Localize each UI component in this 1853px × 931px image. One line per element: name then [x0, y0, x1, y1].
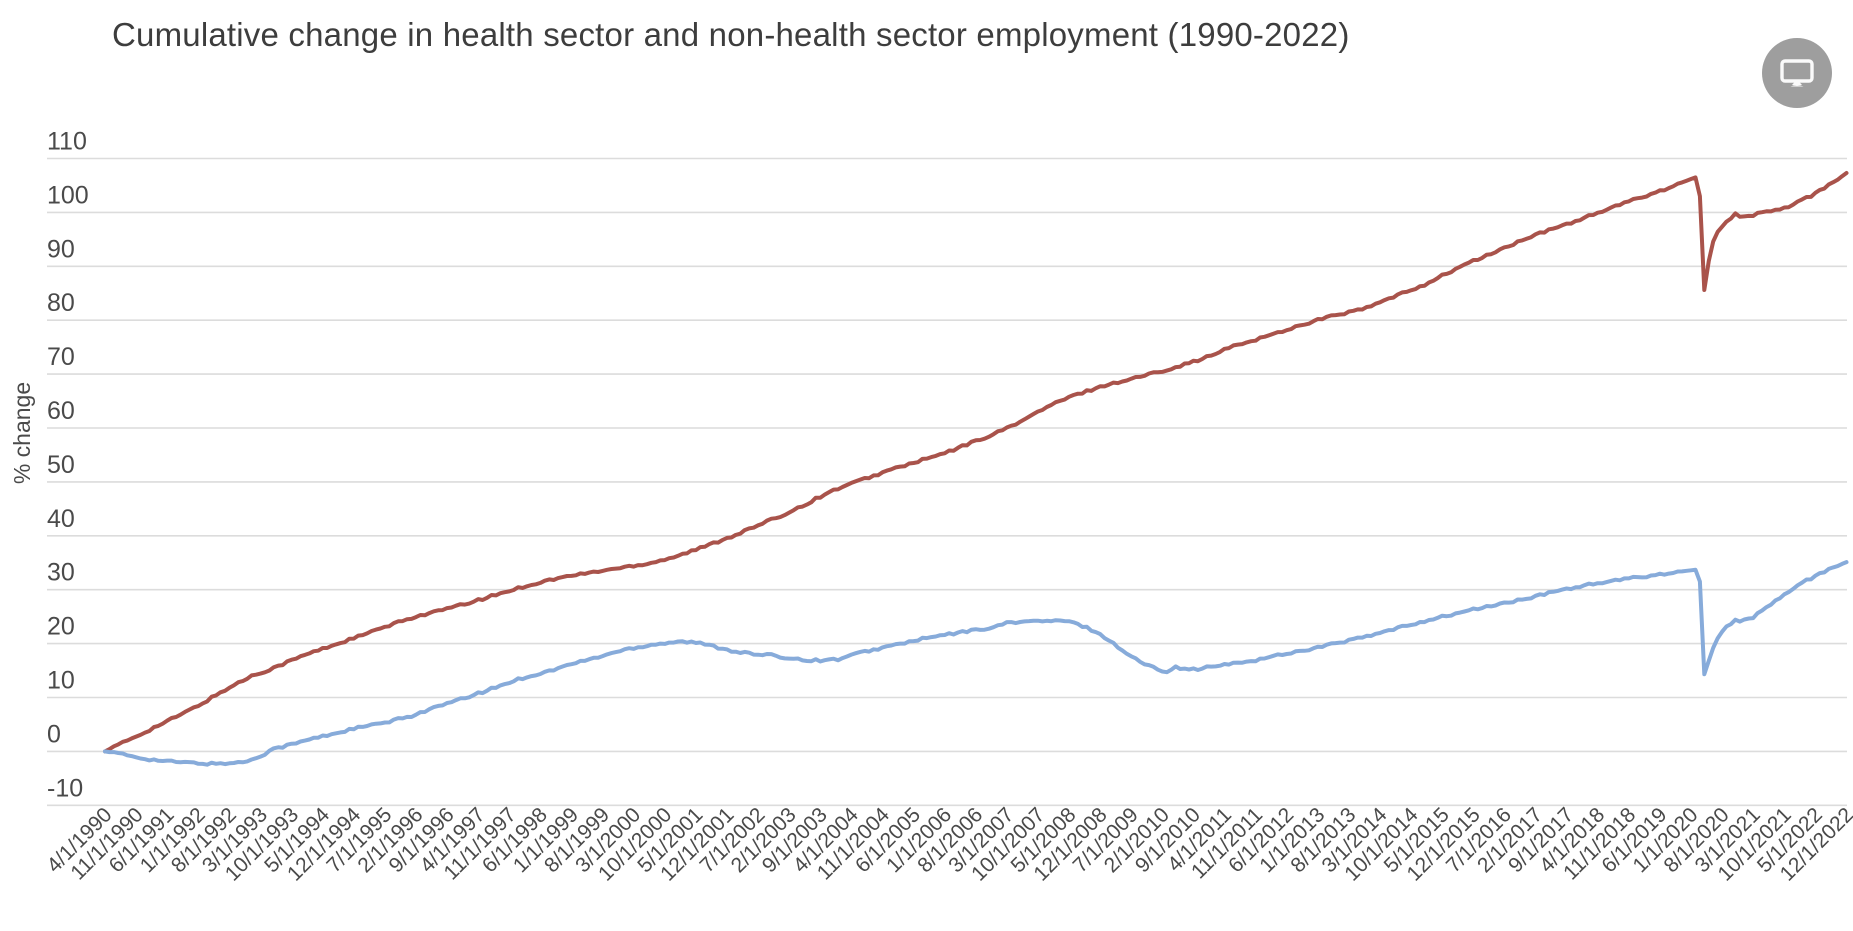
y-tick-label: 60 — [47, 397, 75, 425]
series-line-health-sector — [103, 171, 1849, 754]
y-tick-label: -10 — [47, 774, 83, 802]
fullscreen-button[interactable] — [1762, 38, 1832, 108]
y-tick-label: 70 — [47, 343, 75, 371]
y-tick-label: 90 — [47, 235, 75, 263]
y-tick-label: 80 — [47, 289, 75, 317]
y-tick-label: 50 — [47, 451, 75, 479]
y-tick-label: 110 — [47, 128, 87, 156]
y-tick-label: 30 — [47, 559, 75, 587]
y-axis-title: % change — [9, 382, 35, 484]
y-tick-label: 100 — [47, 181, 89, 209]
series-line-non-health-sector — [103, 560, 1849, 767]
chart-title: Cumulative change in health sector and n… — [112, 16, 1350, 53]
y-tick-label: 0 — [47, 720, 61, 748]
y-tick-label: 10 — [47, 667, 75, 695]
y-tick-label: 40 — [47, 505, 75, 533]
monitor-icon — [1777, 55, 1817, 91]
y-tick-label: 20 — [47, 613, 75, 641]
